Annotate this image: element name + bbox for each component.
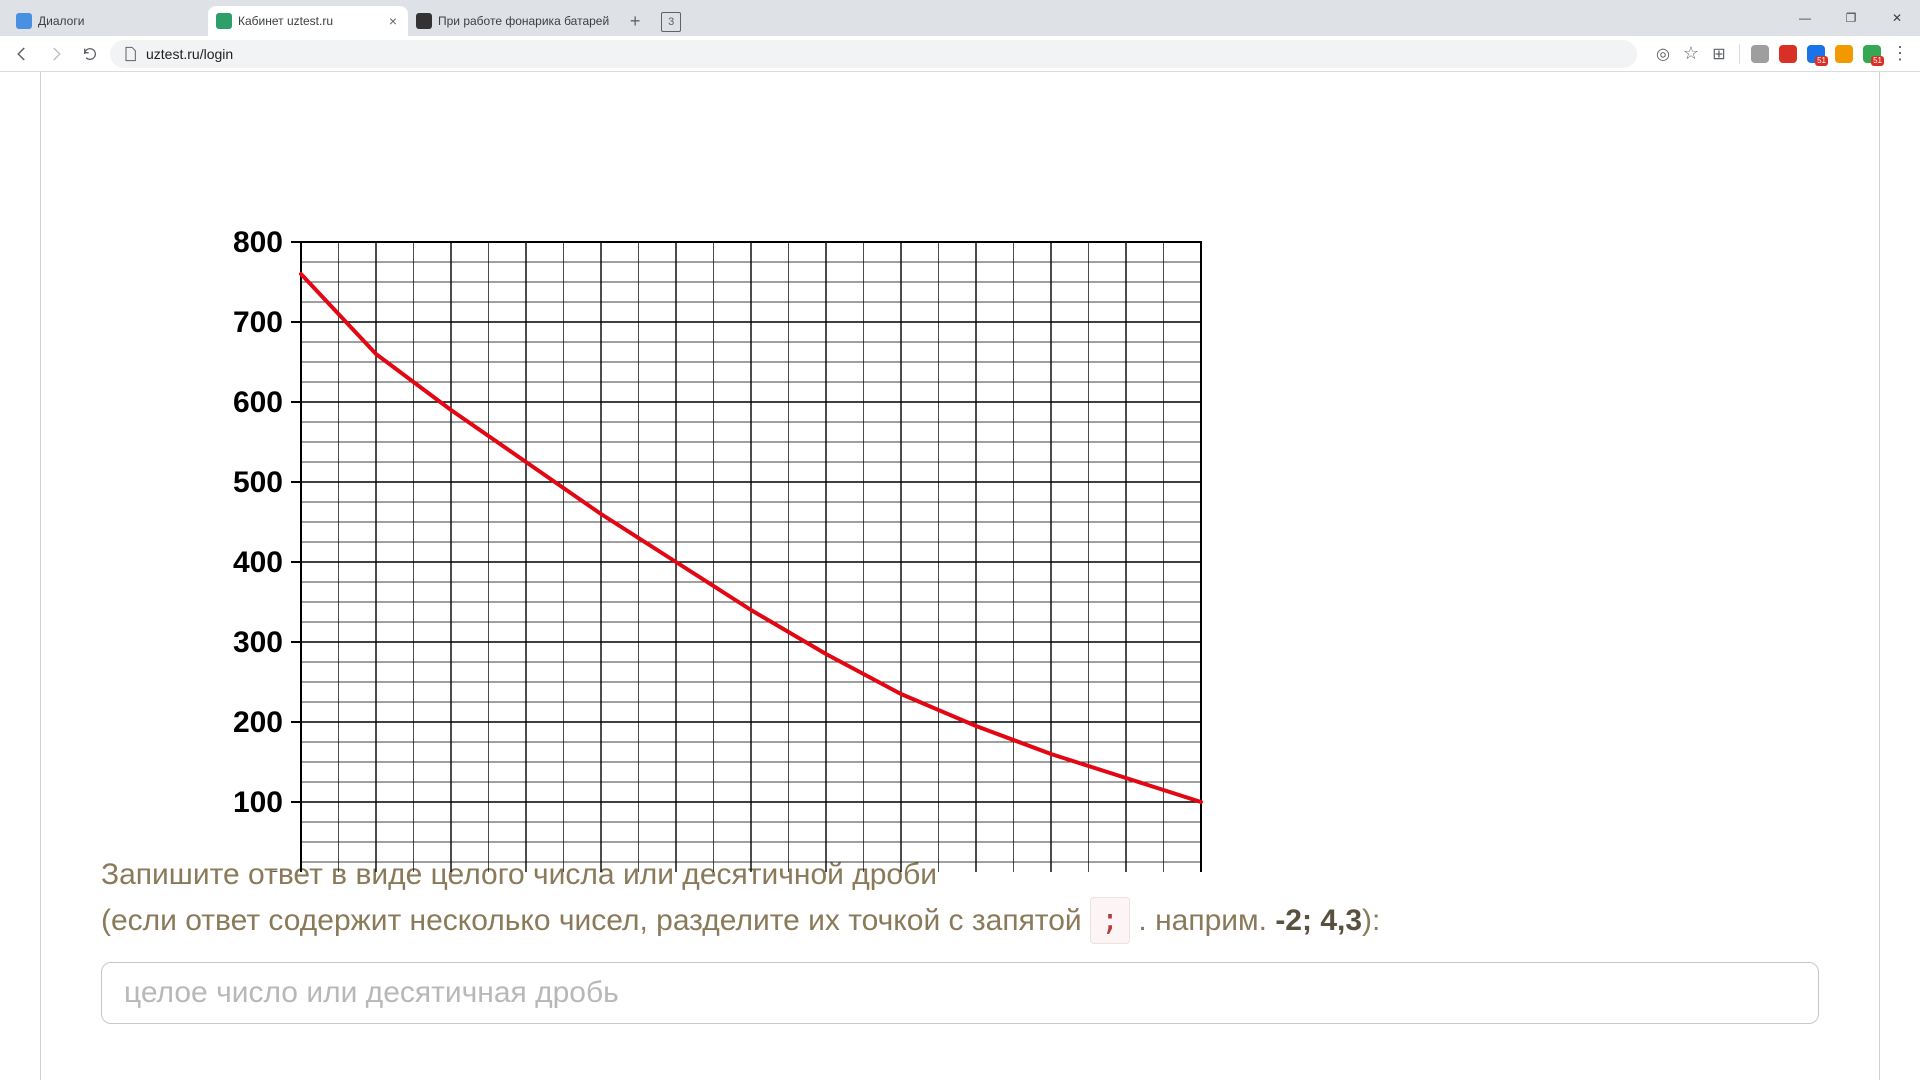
- ext-grey-icon[interactable]: [1748, 42, 1772, 66]
- example-value: -2; 4,3: [1275, 904, 1362, 937]
- ext-orange-icon[interactable]: [1832, 42, 1856, 66]
- svg-text:300: 300: [233, 626, 283, 659]
- ext-blue-51-icon[interactable]: 51: [1804, 42, 1828, 66]
- content-frame: 0100200300400500600700800012345678910111…: [40, 72, 1880, 1080]
- tab-close-button[interactable]: ×: [386, 14, 400, 28]
- tab-count-badge[interactable]: 3: [661, 12, 681, 32]
- svg-text:600: 600: [233, 386, 283, 419]
- divider: [1739, 44, 1740, 64]
- install-app-icon[interactable]: ⊞: [1707, 42, 1731, 66]
- prompt-line-2a: (если ответ содержит несколько чисел, ра…: [101, 904, 1090, 937]
- nav-reload-button[interactable]: [76, 40, 104, 68]
- answer-input[interactable]: [101, 962, 1819, 1024]
- url-box[interactable]: uztest.ru/login: [110, 40, 1637, 68]
- arrow-right-icon: [47, 45, 65, 63]
- svg-text:0: 0: [266, 866, 283, 872]
- window-minimize-button[interactable]: —: [1782, 0, 1828, 36]
- bookmark-star-icon[interactable]: ☆: [1679, 42, 1703, 66]
- window-maximize-button[interactable]: ❐: [1828, 0, 1874, 36]
- tab-strip: Диалоги Кабинет uztest.ru × При работе фона…: [0, 0, 1920, 36]
- nav-back-button[interactable]: [8, 40, 36, 68]
- page-scroll[interactable]: 0100200300400500600700800012345678910111…: [0, 72, 1920, 1080]
- reload-icon: [82, 46, 98, 62]
- browser-menu-button[interactable]: ⋮: [1888, 42, 1912, 66]
- tab-favicon: [416, 13, 432, 29]
- svg-text:100: 100: [233, 786, 283, 819]
- prompt-line-2: (если ответ содержит несколько чисел, ра…: [101, 897, 1819, 944]
- arrow-left-icon: [13, 45, 31, 63]
- prompt-line-2c: ):: [1362, 904, 1380, 937]
- extension-badge: 51: [1871, 56, 1884, 66]
- svg-text:200: 200: [233, 706, 283, 739]
- nav-forward-button[interactable]: [42, 40, 70, 68]
- new-tab-button[interactable]: +: [621, 7, 649, 35]
- address-bar: uztest.ru/login ◎ ☆ ⊞ 51 51 ⋮: [0, 36, 1920, 72]
- target-icon[interactable]: ◎: [1651, 42, 1675, 66]
- browser-tab[interactable]: При работе фонарика батарей: [408, 6, 617, 36]
- answer-prompt: Запишите ответ в виде целого числа или д…: [101, 852, 1819, 1024]
- page-viewport: 0100200300400500600700800012345678910111…: [0, 72, 1920, 1080]
- browser-tab[interactable]: Диалоги: [8, 6, 208, 36]
- url-text: uztest.ru/login: [146, 46, 233, 62]
- svg-text:400: 400: [233, 546, 283, 579]
- tab-favicon: [16, 13, 32, 29]
- svg-text:500: 500: [233, 466, 283, 499]
- extension-badge: 51: [1815, 56, 1828, 66]
- tab-title: При работе фонарика батарей: [438, 14, 609, 28]
- svg-text:700: 700: [233, 306, 283, 339]
- tab-title: Кабинет uztest.ru: [238, 14, 380, 28]
- browser-tab[interactable]: Кабинет uztest.ru ×: [208, 6, 408, 36]
- prompt-line-2b: . наприм.: [1138, 904, 1275, 937]
- semicolon-example: ;: [1090, 897, 1130, 944]
- tab-title: Диалоги: [38, 14, 200, 28]
- chart: 0100200300400500600700800012345678910111…: [101, 102, 1121, 832]
- ext-red-shield-icon[interactable]: [1776, 42, 1800, 66]
- page-icon: [122, 46, 138, 62]
- window-close-button[interactable]: ✕: [1874, 0, 1920, 36]
- ext-green-51-icon[interactable]: 51: [1860, 42, 1884, 66]
- svg-text:800: 800: [233, 226, 283, 259]
- tab-favicon: [216, 13, 232, 29]
- chart-svg: 0100200300400500600700800012345678910111…: [101, 102, 1251, 872]
